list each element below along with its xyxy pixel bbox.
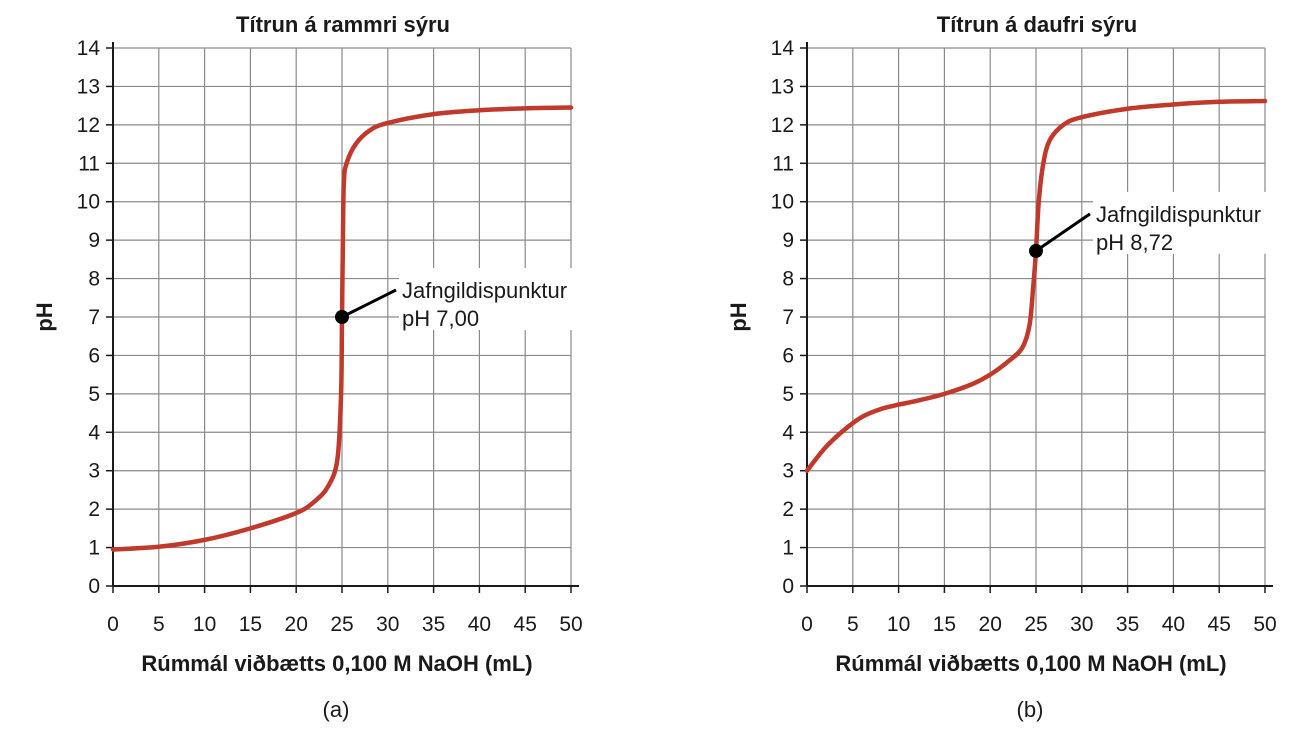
y-tick-label: 0 [88, 575, 100, 598]
y-tick-label: 8 [782, 268, 794, 291]
y-tick-label: 5 [782, 383, 794, 406]
annotation-background [399, 268, 604, 330]
annotation-leader [341, 288, 397, 319]
y-axis-label: pH [726, 302, 751, 331]
y-tick-label: 11 [78, 152, 100, 175]
x-tick-label: 15 [239, 613, 262, 636]
panel-label: (a) [323, 697, 350, 722]
y-tick-label: 9 [88, 229, 100, 252]
y-tick-label: 10 [771, 191, 794, 214]
annotation-label: Jafngildispunktur [402, 278, 567, 303]
y-tick-label: 12 [77, 114, 100, 137]
y-tick-label: 4 [782, 421, 794, 444]
y-tick-label: 0 [782, 575, 794, 598]
y-tick-label: 1 [782, 537, 794, 560]
x-tick-label: 40 [1162, 613, 1185, 636]
y-tick-label: 8 [88, 268, 100, 291]
y-tick-label: 4 [88, 421, 100, 444]
y-tick-label: 3 [88, 460, 100, 483]
y-tick-label: 13 [771, 75, 794, 98]
y-tick-label: 7 [782, 306, 794, 329]
titration-curve [804, 98, 1268, 473]
y-tick-label: 1 [88, 537, 100, 560]
x-tick-label: 35 [1116, 613, 1139, 636]
x-axis-label: Rúmmál viðbætts 0,100 M NaOH (mL) [141, 651, 532, 676]
y-tick-label: 14 [771, 37, 795, 60]
y-tick-label: 11 [772, 152, 794, 175]
annotation-value: pH 8,72 [1096, 230, 1173, 255]
y-tick-label: 9 [782, 229, 794, 252]
x-tick-label: 40 [468, 613, 491, 636]
x-tick-label: 0 [107, 613, 119, 636]
x-tick-label: 45 [1208, 613, 1231, 636]
y-tick-label: 2 [88, 498, 100, 521]
equivalence-point [1029, 243, 1043, 258]
x-tick-label: 30 [1070, 613, 1093, 636]
x-tick-label: 50 [1253, 613, 1276, 636]
x-tick-label: 35 [422, 613, 445, 636]
y-axis-label: pH [32, 302, 57, 331]
y-tick-label: 2 [782, 498, 794, 521]
x-tick-label: 20 [285, 613, 308, 636]
equivalence-point [335, 310, 349, 324]
y-tick-label: 14 [77, 37, 101, 60]
y-tick-label: 3 [782, 460, 794, 483]
y-tick-label: 13 [77, 75, 100, 98]
annotation-label: Jafngildispunktur [1096, 202, 1261, 227]
annotation-value: pH 7,00 [402, 306, 479, 331]
annotation-background [1093, 191, 1298, 254]
y-tick-label: 6 [782, 344, 794, 367]
x-tick-label: 5 [847, 613, 859, 636]
y-tick-label: 10 [77, 191, 100, 214]
x-tick-label: 0 [801, 613, 813, 636]
titration-curve [110, 105, 574, 552]
x-tick-label: 10 [193, 613, 216, 636]
chart-title: Títrun á rammri sýru [236, 12, 450, 37]
x-tick-label: 15 [933, 613, 956, 636]
x-tick-label: 25 [330, 613, 353, 636]
x-tick-label: 20 [979, 613, 1002, 636]
x-tick-label: 45 [514, 613, 537, 636]
annotation-leader [1035, 212, 1091, 253]
x-tick-label: 5 [153, 613, 165, 636]
x-tick-label: 25 [1024, 613, 1047, 636]
x-tick-label: 10 [887, 613, 910, 636]
grid [807, 47, 1266, 586]
y-tick-label: 5 [88, 383, 100, 406]
y-tick-label: 6 [88, 344, 100, 367]
chart-title: Títrun á daufri sýru [937, 12, 1137, 37]
x-tick-label: 30 [376, 613, 399, 636]
x-axis-label: Rúmmál viðbætts 0,100 M NaOH (mL) [835, 651, 1226, 676]
x-tick-label: 50 [559, 613, 582, 636]
y-tick-label: 7 [88, 306, 100, 329]
y-tick-label: 12 [771, 114, 794, 137]
panel-label: (b) [1017, 697, 1044, 722]
